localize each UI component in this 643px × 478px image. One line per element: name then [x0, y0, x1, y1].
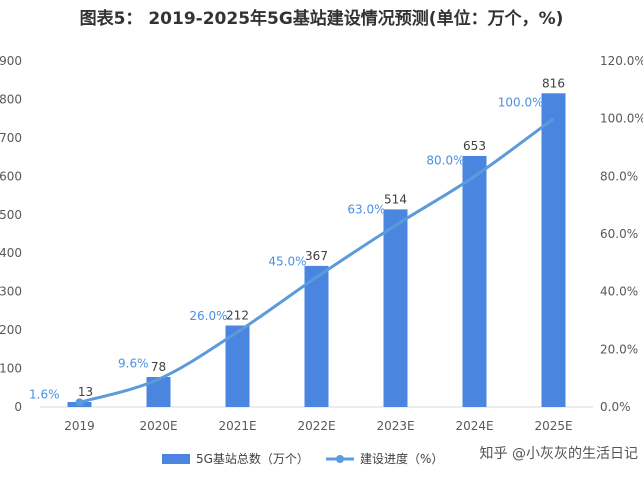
progress-line — [79, 117, 555, 404]
y-left-tick-label: 200 — [0, 323, 22, 337]
legend-line-label: 建设进度（%） — [360, 451, 443, 466]
progress-point — [75, 398, 84, 407]
bar-value-label: 367 — [305, 249, 328, 263]
chart-title: 图表5： 2019-2025年5G基站建设情况预测(单位：万个，%) — [79, 9, 564, 29]
line-value-label: 100.0% — [498, 96, 544, 110]
y-left-tick-label: 100 — [0, 362, 22, 376]
bar — [225, 325, 250, 407]
bar-value-label: 653 — [463, 139, 486, 153]
legend-line-marker — [336, 455, 344, 463]
bar-value-label: 78 — [151, 360, 166, 374]
line-value-label: 1.6% — [29, 387, 60, 401]
bar-value-label: 816 — [542, 76, 565, 90]
line-value-label: 9.6% — [118, 356, 149, 370]
y-left-tick-label: 500 — [0, 208, 22, 222]
y-left-tick-label: 400 — [0, 246, 22, 260]
y-right-tick-label: 60.0% — [600, 227, 638, 241]
y-right-tick-label: 0.0% — [600, 400, 631, 414]
watermark-text: 知乎 @小灰灰的生活日记 — [480, 445, 638, 462]
y-right-tick-label: 100.0% — [600, 112, 643, 126]
legend-bar-swatch — [162, 454, 190, 464]
y-right-tick-label: 20.0% — [600, 342, 638, 356]
y-left-tick-label: 600 — [0, 169, 22, 183]
y-left-tick-label: 300 — [0, 285, 22, 299]
x-tick-label: 2020E — [139, 419, 177, 433]
x-tick-label: 2019 — [64, 419, 95, 433]
bar — [304, 265, 329, 407]
line-value-label: 63.0% — [347, 202, 385, 216]
x-tick-label: 2025E — [534, 419, 572, 433]
x-tick-label: 2022E — [297, 419, 335, 433]
y-right-tick-label: 40.0% — [600, 285, 638, 299]
bar-value-label: 212 — [226, 308, 249, 322]
bar — [383, 209, 408, 407]
y-right-tick-label: 120.0% — [600, 54, 643, 68]
x-tick-label: 2021E — [218, 419, 256, 433]
y-left-tick-label: 0 — [14, 400, 22, 414]
x-tick-label: 2024E — [455, 419, 493, 433]
line-value-label: 45.0% — [268, 254, 306, 268]
bar — [541, 93, 566, 407]
line-value-label: 26.0% — [189, 309, 227, 323]
legend-bar-label: 5G基站总数（万个） — [196, 451, 309, 466]
y-left-tick-label: 900 — [0, 54, 22, 68]
x-tick-label: 2023E — [376, 419, 414, 433]
y-left-tick-label: 700 — [0, 131, 22, 145]
bar-value-label: 13 — [78, 385, 93, 399]
y-right-tick-label: 80.0% — [600, 169, 638, 183]
y-left-tick-label: 800 — [0, 92, 22, 106]
line-value-label: 80.0% — [426, 153, 464, 167]
bar-value-label: 514 — [384, 192, 407, 206]
bar — [462, 155, 487, 407]
